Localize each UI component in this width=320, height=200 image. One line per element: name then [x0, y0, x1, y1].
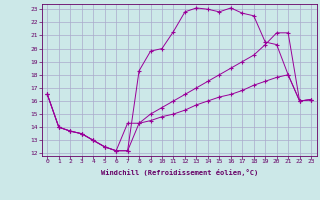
X-axis label: Windchill (Refroidissement éolien,°C): Windchill (Refroidissement éolien,°C)	[100, 169, 258, 176]
